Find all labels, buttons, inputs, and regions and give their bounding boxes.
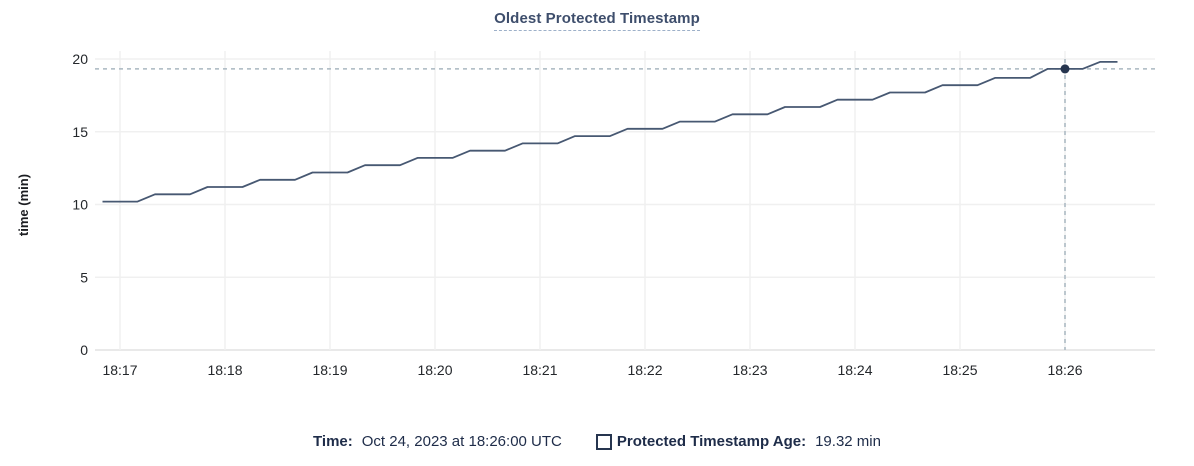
x-tick-label: 18:23 (732, 362, 767, 378)
series-line (102, 60, 1118, 203)
y-tick-label: 20 (72, 51, 88, 67)
chart-footer-legend: Time: Oct 24, 2023 at 18:26:00 UTC Prote… (0, 433, 1194, 450)
x-tick-label: 18:19 (312, 362, 347, 378)
y-tick-label: 0 (80, 342, 88, 358)
x-tick-label: 18:18 (207, 362, 242, 378)
x-tick-label: 18:24 (837, 362, 872, 378)
y-tick-label: 5 (80, 269, 88, 285)
x-tick-label: 18:21 (522, 362, 557, 378)
legend-checkbox-icon[interactable] (595, 433, 612, 450)
x-tick-label: 18:25 (942, 362, 977, 378)
x-tick-label: 18:17 (102, 362, 137, 378)
legend-series-label: Protected Timestamp Age: (616, 433, 807, 450)
hover-point-dot (1060, 64, 1070, 74)
x-tick-label: 18:26 (1047, 362, 1082, 378)
chart-title: Oldest Protected Timestamp (494, 10, 700, 31)
legend-series-value: 19.32 min (815, 433, 881, 450)
y-tick-label: 15 (72, 124, 88, 140)
tooltip-time: Time: Oct 24, 2023 at 18:26:00 UTC (313, 433, 562, 450)
tooltip-time-value: Oct 24, 2023 at 18:26:00 UTC (361, 433, 562, 450)
legend-item-protected-timestamp-age[interactable]: Protected Timestamp Age: 19.32 min (595, 433, 881, 450)
chart-plot-area[interactable]: 0 5 10 15 20 18:17 18:18 18:19 18:20 18:21 18:22 18… (0, 40, 1194, 412)
x-tick-label: 18:20 (417, 362, 452, 378)
tooltip-time-label: Time: (313, 433, 353, 450)
y-axis-title: time (min) (16, 174, 31, 236)
y-tick-label: 10 (72, 197, 88, 213)
x-tick-label: 18:22 (627, 362, 662, 378)
chart-title-row: Oldest Protected Timestamp (0, 10, 1194, 31)
